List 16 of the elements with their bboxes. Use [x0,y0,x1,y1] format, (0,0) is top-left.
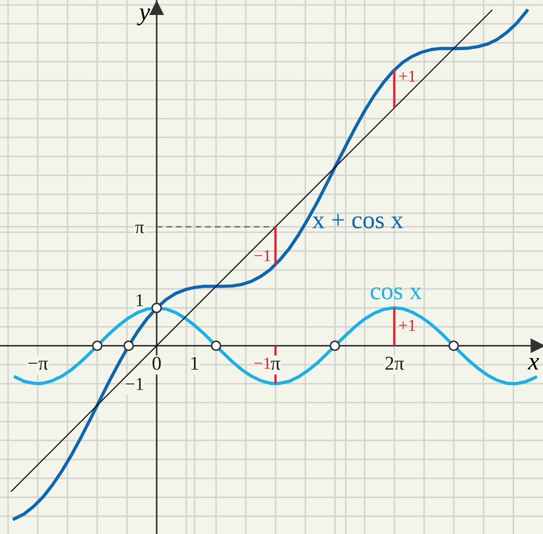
x-tick-label: −π [28,360,48,370]
series-label: cos x [370,287,422,300]
x-axis-title: x [528,358,540,370]
x-tick-label: π [270,360,280,370]
x-tick-label: 1 [191,356,198,370]
x-tick-label: 2π [385,356,404,370]
series-label: +1 [399,320,416,331]
series-label: +1 [399,70,416,82]
series-label: −1 [254,250,270,262]
y-tick-label: π [135,224,144,234]
y-tick-label: 1 [136,294,144,306]
series-label: −1 [254,358,270,369]
series-label: x + cos x [312,214,404,228]
y-axis-title: y [136,8,150,26]
y-tick-label: −1 [126,378,144,390]
x-tick-label: 0 [152,356,161,370]
